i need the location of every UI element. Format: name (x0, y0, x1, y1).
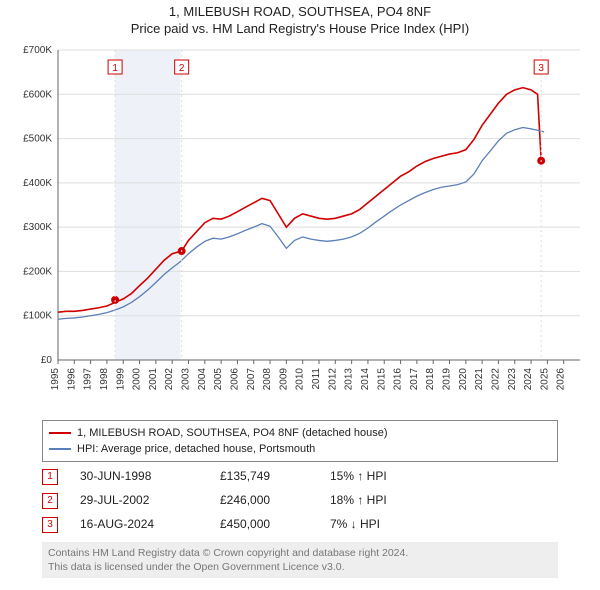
svg-text:1996: 1996 (66, 368, 77, 391)
svg-text:2019: 2019 (442, 368, 453, 391)
svg-text:1998: 1998 (99, 368, 110, 391)
svg-text:3: 3 (538, 63, 544, 74)
sale-date: 16-AUG-2024 (80, 517, 220, 531)
svg-text:2007: 2007 (246, 368, 257, 391)
svg-text:2020: 2020 (458, 368, 469, 391)
svg-text:2009: 2009 (278, 368, 289, 391)
svg-text:£100K: £100K (23, 311, 52, 322)
sale-date: 29-JUL-2002 (80, 493, 220, 507)
svg-text:2014: 2014 (360, 368, 371, 391)
svg-text:£600K: £600K (23, 89, 52, 100)
svg-text:1995: 1995 (50, 368, 61, 391)
svg-text:£700K: £700K (23, 45, 52, 56)
svg-text:2011: 2011 (311, 368, 322, 390)
attribution-line: This data is licensed under the Open Gov… (48, 560, 552, 574)
title-subtitle: Price paid vs. HM Land Registry's House … (0, 21, 600, 36)
table-row: 2 29-JUL-2002 £246,000 18% ↑ HPI (42, 488, 558, 512)
price-chart: £0 £100K £200K £300K £400K £500K £600K £700K 199… (0, 44, 600, 414)
svg-text:2006: 2006 (229, 368, 240, 391)
sale-badge: 1 (42, 469, 58, 485)
svg-text:2003: 2003 (181, 368, 192, 391)
sale-badge: 3 (42, 517, 58, 533)
svg-text:2026: 2026 (556, 368, 567, 391)
svg-text:2001: 2001 (148, 368, 159, 391)
svg-text:2004: 2004 (197, 368, 208, 391)
attribution-line: Contains HM Land Registry data © Crown c… (48, 546, 552, 560)
svg-text:£500K: £500K (23, 134, 52, 145)
sales-table: 1 30-JUN-1998 £135,749 15% ↑ HPI 2 29-JU… (42, 464, 558, 536)
svg-text:2022: 2022 (490, 368, 501, 391)
sale-delta: 7% ↓ HPI (330, 517, 440, 531)
legend-label: HPI: Average price, detached house, Port… (77, 443, 315, 455)
svg-text:2013: 2013 (344, 368, 355, 391)
svg-text:2018: 2018 (425, 368, 436, 391)
legend-item: 1, MILEBUSH ROAD, SOUTHSEA, PO4 8NF (det… (49, 425, 551, 441)
legend: 1, MILEBUSH ROAD, SOUTHSEA, PO4 8NF (det… (42, 420, 558, 462)
legend-swatch (49, 448, 71, 450)
table-row: 3 16-AUG-2024 £450,000 7% ↓ HPI (42, 512, 558, 536)
sale-price: £135,749 (220, 469, 330, 483)
legend-swatch (49, 432, 71, 434)
svg-text:1: 1 (112, 63, 118, 74)
sale-delta: 15% ↑ HPI (330, 469, 440, 483)
attribution: Contains HM Land Registry data © Crown c… (42, 542, 558, 578)
svg-text:£200K: £200K (23, 266, 52, 277)
svg-text:2016: 2016 (393, 368, 404, 391)
svg-text:2005: 2005 (213, 368, 224, 391)
svg-text:1997: 1997 (83, 368, 94, 391)
svg-text:2002: 2002 (164, 368, 175, 391)
title-address: 1, MILEBUSH ROAD, SOUTHSEA, PO4 8NF (0, 4, 600, 19)
sale-badge: 2 (42, 493, 58, 509)
svg-text:2025: 2025 (539, 368, 550, 391)
svg-text:2010: 2010 (295, 368, 306, 391)
sale-date: 30-JUN-1998 (80, 469, 220, 483)
svg-text:2023: 2023 (507, 368, 518, 391)
svg-text:2000: 2000 (132, 368, 143, 391)
svg-text:2: 2 (179, 63, 185, 74)
svg-text:£0: £0 (41, 355, 53, 366)
svg-text:2012: 2012 (327, 368, 338, 391)
sale-delta: 18% ↑ HPI (330, 493, 440, 507)
sale-price: £246,000 (220, 493, 330, 507)
sale-price: £450,000 (220, 517, 330, 531)
svg-text:2021: 2021 (474, 368, 485, 391)
svg-text:2024: 2024 (523, 368, 534, 391)
legend-label: 1, MILEBUSH ROAD, SOUTHSEA, PO4 8NF (det… (77, 427, 388, 439)
svg-text:2015: 2015 (376, 368, 387, 391)
svg-text:2017: 2017 (409, 368, 420, 391)
svg-text:1999: 1999 (115, 368, 126, 391)
svg-text:2008: 2008 (262, 368, 273, 391)
svg-text:£400K: £400K (23, 178, 52, 189)
table-row: 1 30-JUN-1998 £135,749 15% ↑ HPI (42, 464, 558, 488)
legend-item: HPI: Average price, detached house, Port… (49, 441, 551, 457)
svg-text:£300K: £300K (23, 222, 52, 233)
